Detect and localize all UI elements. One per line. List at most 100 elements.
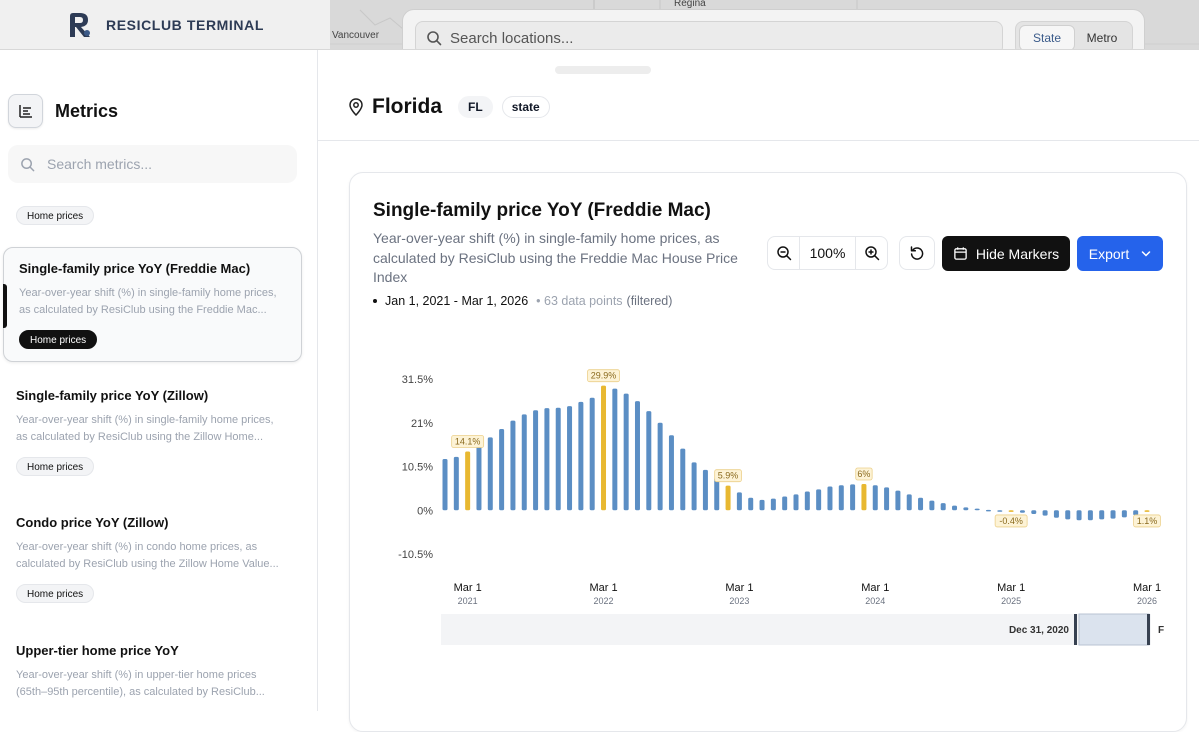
main-panel: Florida FL state Single-family price YoY… — [318, 50, 1199, 732]
range-handle-left — [1074, 614, 1077, 645]
chart-description: Year-over-year shift (%) in single-famil… — [373, 230, 738, 285]
metric-description-line: as calculated by ResiClub using the Fred… — [19, 304, 267, 316]
bar — [510, 420, 516, 511]
bar — [601, 385, 607, 511]
x-tick-year: 2022 — [594, 596, 614, 606]
bar — [578, 401, 584, 511]
bar — [714, 477, 720, 511]
bar — [827, 486, 833, 511]
hide-markers-button[interactable]: Hide Markers — [942, 236, 1070, 271]
x-tick-year: 2023 — [729, 596, 749, 606]
zoom-out-icon — [776, 246, 791, 261]
bar — [952, 505, 958, 511]
x-tick-year: 2025 — [1001, 596, 1021, 606]
export-label: Export — [1088, 245, 1130, 262]
bar — [974, 508, 980, 511]
metric-description-line: Year-over-year shift (%) in single-famil… — [19, 287, 277, 299]
toggle-metro[interactable]: Metro — [1086, 31, 1118, 45]
metric-description-line: Year-over-year shift (%) in condo home p… — [16, 541, 258, 553]
bar — [499, 429, 505, 511]
metric-item-condo-zillow[interactable]: Condo price YoY (Zillow) Year-over-year … — [16, 515, 301, 603]
zoom-in-button[interactable] — [856, 237, 887, 269]
metric-description-line: Year-over-year shift (%) in upper-tier h… — [16, 669, 257, 681]
bar — [884, 487, 890, 511]
geo-level-toggle: State Metro — [1015, 21, 1133, 49]
location-search-panel: State Metro — [402, 9, 1145, 49]
location-header: Florida FL state — [348, 95, 559, 119]
sidebar-toggle-button[interactable] — [8, 94, 43, 128]
search-icon — [427, 31, 442, 46]
bar — [476, 445, 482, 511]
bar — [748, 497, 754, 511]
bar — [1008, 510, 1014, 512]
location-name: Florida — [372, 95, 443, 118]
map-pin-icon — [349, 98, 363, 116]
brand-name: RESICLUB TERMINAL — [106, 17, 264, 33]
calendar-icon — [954, 247, 967, 260]
marker-label: 6% — [857, 469, 870, 479]
bar — [725, 485, 731, 511]
range-selection-window — [1078, 613, 1150, 646]
bar — [453, 456, 459, 511]
category-chip: Home prices — [19, 330, 98, 349]
search-icon — [21, 157, 35, 171]
bar — [1144, 510, 1150, 512]
marker-label: 14.1% — [455, 437, 481, 447]
bar — [736, 492, 742, 511]
drag-handle[interactable] — [555, 66, 651, 74]
metrics-sidebar: Metrics Home prices Single-family price … — [0, 50, 318, 711]
zoom-control: 100% — [767, 236, 888, 270]
bar — [918, 497, 924, 511]
bar — [1110, 510, 1116, 519]
bar — [555, 407, 561, 511]
bar — [1133, 510, 1139, 516]
range-start-label: Dec 31, 2020 — [1009, 625, 1069, 636]
zoom-out-button[interactable] — [768, 237, 799, 269]
toggle-state[interactable]: State — [1019, 25, 1075, 49]
category-chip: Home prices — [16, 206, 95, 225]
marker-label-box — [855, 467, 873, 481]
bar — [1121, 510, 1127, 518]
metric-description-line: Year-over-year shift (%) in single-famil… — [16, 414, 274, 426]
metric-item-sf-freddie[interactable]: Single-family price YoY (Freddie Mac) Ye… — [3, 247, 302, 362]
metric-search-box[interactable] — [8, 145, 297, 183]
zoom-level: 100% — [799, 237, 856, 269]
marker-label-box — [587, 369, 620, 383]
bar — [804, 491, 810, 511]
metric-title: Single-family price YoY (Zillow) — [16, 388, 209, 403]
reset-zoom-button[interactable] — [899, 236, 935, 270]
bar — [623, 393, 629, 511]
bar-chart[interactable]: 31.5% 21% 10.5% 0% -10.5% 14.1% 29.9% 5.9% 6% -0.… — [350, 173, 1187, 732]
x-tick-label: Mar 1 — [1133, 582, 1161, 594]
marker-label-box — [714, 469, 742, 483]
range-handle-right — [1147, 614, 1150, 645]
x-tick-label: Mar 1 — [997, 582, 1025, 594]
bar — [985, 509, 991, 512]
marker-label: 1.1% — [1137, 516, 1158, 526]
bar — [442, 459, 448, 511]
bar — [1076, 510, 1082, 521]
metric-item-upper-tier[interactable]: Upper-tier home price YoY Year-over-year… — [16, 643, 301, 701]
brand[interactable]: RESICLUB TERMINAL — [0, 0, 330, 49]
bar — [668, 435, 674, 511]
divider — [318, 140, 1199, 141]
location-code-badge: FL — [458, 96, 493, 118]
bar — [702, 469, 708, 511]
hide-markers-label: Hide Markers — [975, 245, 1060, 262]
metric-search-input[interactable] — [47, 156, 277, 172]
metric-title: Single-family price YoY (Freddie Mac) — [19, 261, 251, 276]
location-search-input[interactable] — [450, 29, 970, 47]
bar — [940, 503, 946, 511]
filtered-label: (filtered) — [626, 294, 673, 308]
location-search-box[interactable] — [415, 21, 1003, 49]
x-tick-year: 2021 — [458, 596, 478, 606]
range-end-label: F — [1158, 625, 1164, 636]
resiclub-logo-icon — [70, 13, 90, 37]
marker-label-box — [1133, 514, 1161, 528]
metric-item-sf-zillow[interactable]: Single-family price YoY (Zillow) Year-ov… — [16, 388, 301, 476]
chevron-down-icon — [1141, 250, 1151, 257]
x-tick-label: Mar 1 — [589, 582, 617, 594]
map-city-label: Vancouver — [332, 30, 380, 41]
export-button[interactable]: Export — [1077, 236, 1163, 271]
reset-icon — [910, 246, 924, 260]
